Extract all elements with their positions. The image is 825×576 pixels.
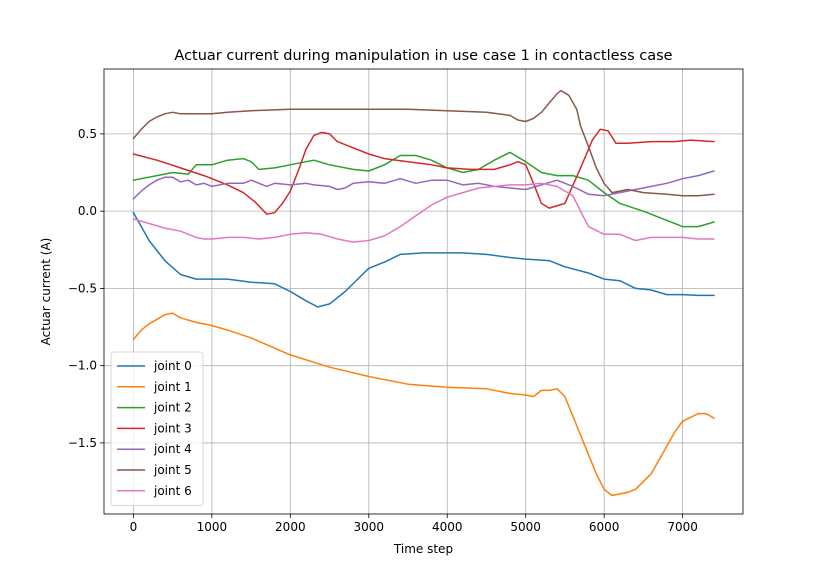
y-tick-label: 0.5 [78, 127, 97, 141]
legend-label: joint 3 [153, 421, 192, 435]
series-line-joint-3 [132, 128, 715, 215]
series-line-joint-2 [132, 151, 715, 228]
series-line-joint-1 [132, 312, 715, 497]
legend-box [110, 351, 204, 507]
x-tick-label: 2000 [275, 520, 306, 534]
axes-frame [103, 68, 744, 515]
y-tick-label: −0.5 [68, 281, 97, 295]
series-line-joint-4 [132, 170, 715, 200]
series-line-joint-6 [132, 182, 715, 243]
series-lines [132, 89, 715, 497]
x-tick-label: 1000 [197, 520, 228, 534]
x-tick-label: 6000 [589, 520, 620, 534]
series-line-joint-0 [132, 211, 715, 308]
x-tick-label: 4000 [432, 520, 463, 534]
x-tick-label: 3000 [354, 520, 385, 534]
y-tick-label: −1.0 [68, 359, 97, 373]
x-tick-label: 5000 [510, 520, 541, 534]
y-tick-label: −1.5 [68, 436, 97, 450]
x-tick-label: 7000 [667, 520, 698, 534]
legend-label: joint 1 [153, 380, 192, 394]
x-tick-label: 0 [130, 520, 138, 534]
axis-ticks: 0 1000 2000 3000 4000 5000 6000 7000 −1.5 −1.0 −0.… [68, 127, 698, 534]
series-line-joint-5 [132, 89, 715, 197]
x-axis-label: Time step [393, 542, 453, 556]
legend-label: joint 6 [153, 484, 192, 498]
chart-title: Actuar current during manipulation in us… [174, 48, 672, 64]
legend: joint 0 joint 1 joint 2 joint 3 joint 4 joint… [110, 351, 204, 507]
legend-label: joint 4 [153, 442, 192, 456]
y-tick-label: 0.0 [78, 204, 97, 218]
legend-label: joint 0 [153, 359, 192, 373]
legend-label: joint 2 [153, 401, 192, 415]
legend-label: joint 5 [153, 463, 192, 477]
y-axis-label: Actuar current (A) [39, 238, 53, 346]
